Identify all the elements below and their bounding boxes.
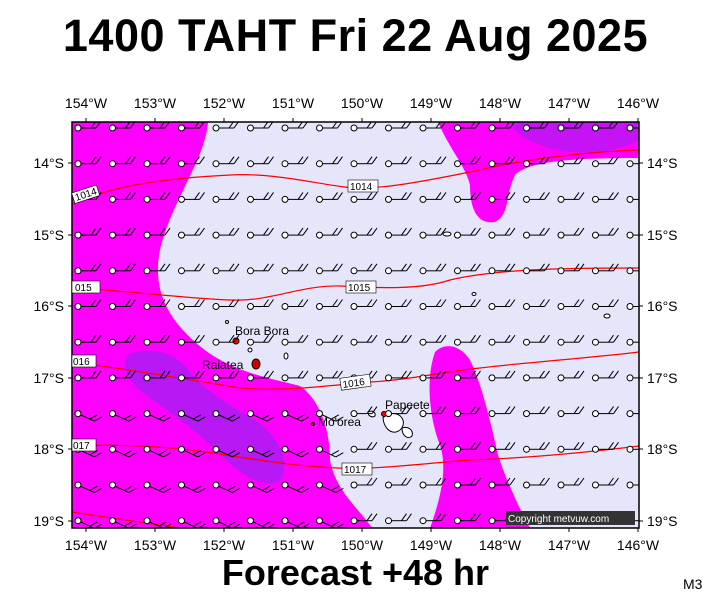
isobar-labels: 1014 1014 015 1015 016 1016 017 1017: [71, 179, 379, 476]
axis-ticks: 154°W 154°W 153°W 153°W 152°W 152°W 151°W 151°W…: [33, 95, 677, 553]
lat-label: 19°S: [33, 513, 64, 529]
lon-label: 150°W: [341, 95, 384, 111]
atoll-3: [442, 231, 452, 237]
lat-label: 19°S: [647, 513, 678, 529]
place-bora-bora: Bora Bora: [235, 324, 289, 338]
atoll-5: [247, 347, 253, 353]
svg-text:1014: 1014: [350, 182, 373, 193]
raiatea-island: [251, 358, 261, 370]
isobar-label-1016-a: 016: [71, 354, 97, 368]
rain-band-east: [429, 346, 530, 528]
lon-label: 146°W: [617, 95, 660, 111]
svg-text:016: 016: [73, 357, 90, 368]
atoll-1: [603, 313, 611, 319]
lon-label: 152°W: [203, 95, 246, 111]
lon-label: 147°W: [548, 537, 591, 553]
svg-text:Copyright metvuw.com: Copyright metvuw.com: [508, 514, 609, 525]
lon-label: 154°W: [65, 95, 108, 111]
isobar-label-1017-a: 017: [71, 438, 97, 452]
heavy-rain-northeast: [510, 122, 639, 153]
lat-label: 18°S: [33, 441, 64, 457]
place-papeete: Papeete: [385, 398, 430, 412]
lat-label: 15°S: [33, 227, 64, 243]
atoll-2: [471, 292, 477, 296]
lon-label: 151°W: [272, 95, 315, 111]
isobar-label-1017-b: 1017: [341, 462, 373, 476]
isobar-label-1016-b: 1016: [339, 373, 372, 391]
svg-text:1015: 1015: [348, 283, 371, 294]
place-raiatea: Raiatea: [202, 358, 244, 372]
lon-label: 150°W: [341, 537, 384, 553]
atoll-4: [225, 320, 229, 324]
lat-label: 15°S: [647, 227, 678, 243]
lon-label: 153°W: [134, 95, 177, 111]
lon-label: 152°W: [203, 537, 246, 553]
lon-label: 149°W: [410, 537, 453, 553]
huahine-island: [283, 352, 289, 360]
heavy-rain-west: [124, 350, 285, 484]
svg-text:1017: 1017: [344, 465, 367, 476]
copyright-badge: Copyright metvuw.com: [506, 511, 635, 525]
lon-label: 148°W: [479, 537, 522, 553]
place-moorea: Mo'orea: [318, 415, 361, 429]
lon-label: 154°W: [65, 537, 108, 553]
lon-label: 146°W: [617, 537, 660, 553]
svg-text:1016: 1016: [342, 377, 366, 391]
isobar-label-1015-a: 015: [71, 280, 101, 294]
lat-label: 16°S: [647, 298, 678, 314]
lat-label: 17°S: [647, 370, 678, 386]
lon-label: 149°W: [410, 95, 453, 111]
lat-label: 16°S: [33, 298, 64, 314]
lon-label: 151°W: [272, 537, 315, 553]
lat-label: 14°S: [33, 155, 64, 171]
lat-label: 14°S: [647, 155, 678, 171]
model-label: M3: [683, 576, 703, 592]
tahiti-iti: [401, 427, 413, 439]
bora-bora-island: [232, 337, 240, 345]
tetiaroa-island: [311, 422, 315, 426]
lat-label: 17°S: [33, 370, 64, 386]
map-frame: [71, 121, 640, 529]
lon-label: 147°W: [548, 95, 591, 111]
lon-label: 153°W: [134, 537, 177, 553]
forecast-footer: Forecast +48 hr: [221, 552, 490, 593]
map-title: 1400 TAHT Fri 22 Aug 2025: [62, 10, 649, 61]
svg-text:017: 017: [73, 441, 90, 452]
isobar-label-1014-b: 1014: [347, 179, 379, 193]
isobar-1015: [72, 267, 639, 301]
lat-label: 18°S: [647, 441, 678, 457]
rain-band-west: [72, 122, 372, 528]
lon-label: 148°W: [479, 95, 522, 111]
svg-text:015: 015: [75, 283, 92, 294]
isobar-label-1015-b: 1015: [345, 280, 377, 294]
